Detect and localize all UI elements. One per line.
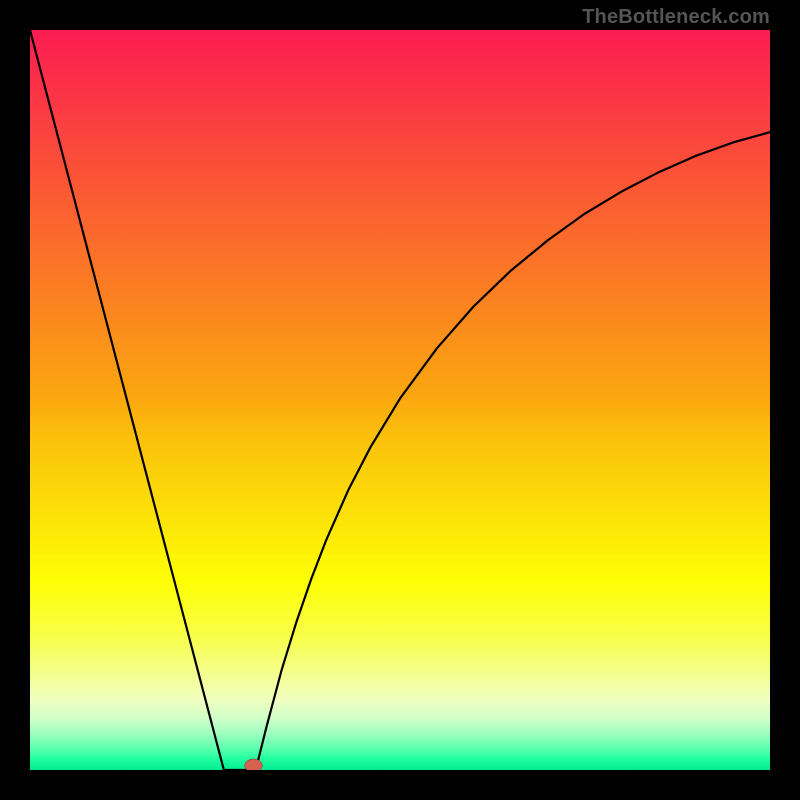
bottleneck-curve-path bbox=[30, 30, 770, 770]
min-point-marker bbox=[245, 759, 263, 770]
watermark-text: TheBottleneck.com bbox=[582, 6, 770, 29]
bottleneck-curve bbox=[30, 30, 770, 770]
plot-area bbox=[30, 30, 770, 770]
